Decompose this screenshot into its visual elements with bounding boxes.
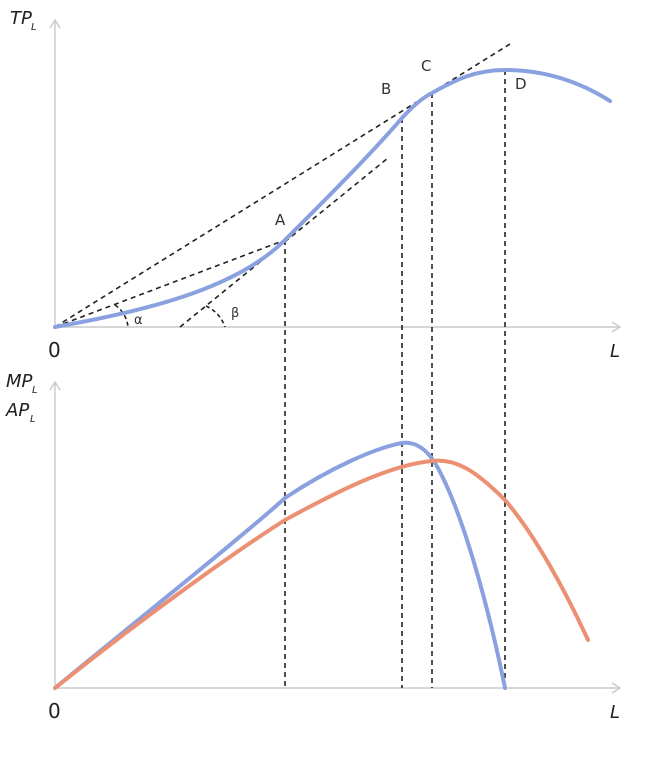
bottom-x-axis-arrow — [611, 682, 622, 694]
angle-beta-arc — [205, 305, 226, 328]
bottom-y-label-ap-subscript: L — [30, 414, 36, 425]
top-origin-label: 0 — [48, 338, 61, 362]
bottom-origin-label: 0 — [48, 699, 61, 723]
top-x-axis-arrow — [611, 321, 622, 333]
ray-to-a — [54, 239, 286, 328]
tp-curve — [53, 67, 612, 329]
point-b-label: B — [381, 80, 391, 98]
top-x-label: L — [610, 341, 620, 362]
bottom-y-label-mp-subscript: L — [32, 385, 38, 396]
top-y-label: TP — [10, 8, 32, 29]
angle-alpha-label: α — [134, 313, 143, 328]
top-y-axis-arrow — [49, 18, 61, 29]
bottom-x-label: L — [610, 702, 620, 723]
angle-beta-label: β — [231, 306, 239, 321]
angle-alpha-arc — [114, 304, 129, 328]
bottom-y-label-mp: MP — [6, 371, 33, 392]
top-y-label-subscript: L — [31, 22, 37, 33]
mp-curve — [53, 440, 507, 690]
point-c-label: C — [421, 57, 431, 75]
point-d-label: D — [515, 75, 527, 93]
bottom-y-axis-arrow — [49, 380, 61, 391]
bottom-y-label-ap: AP — [5, 400, 29, 421]
point-a-label: A — [275, 211, 286, 229]
ap-curve — [53, 458, 590, 690]
